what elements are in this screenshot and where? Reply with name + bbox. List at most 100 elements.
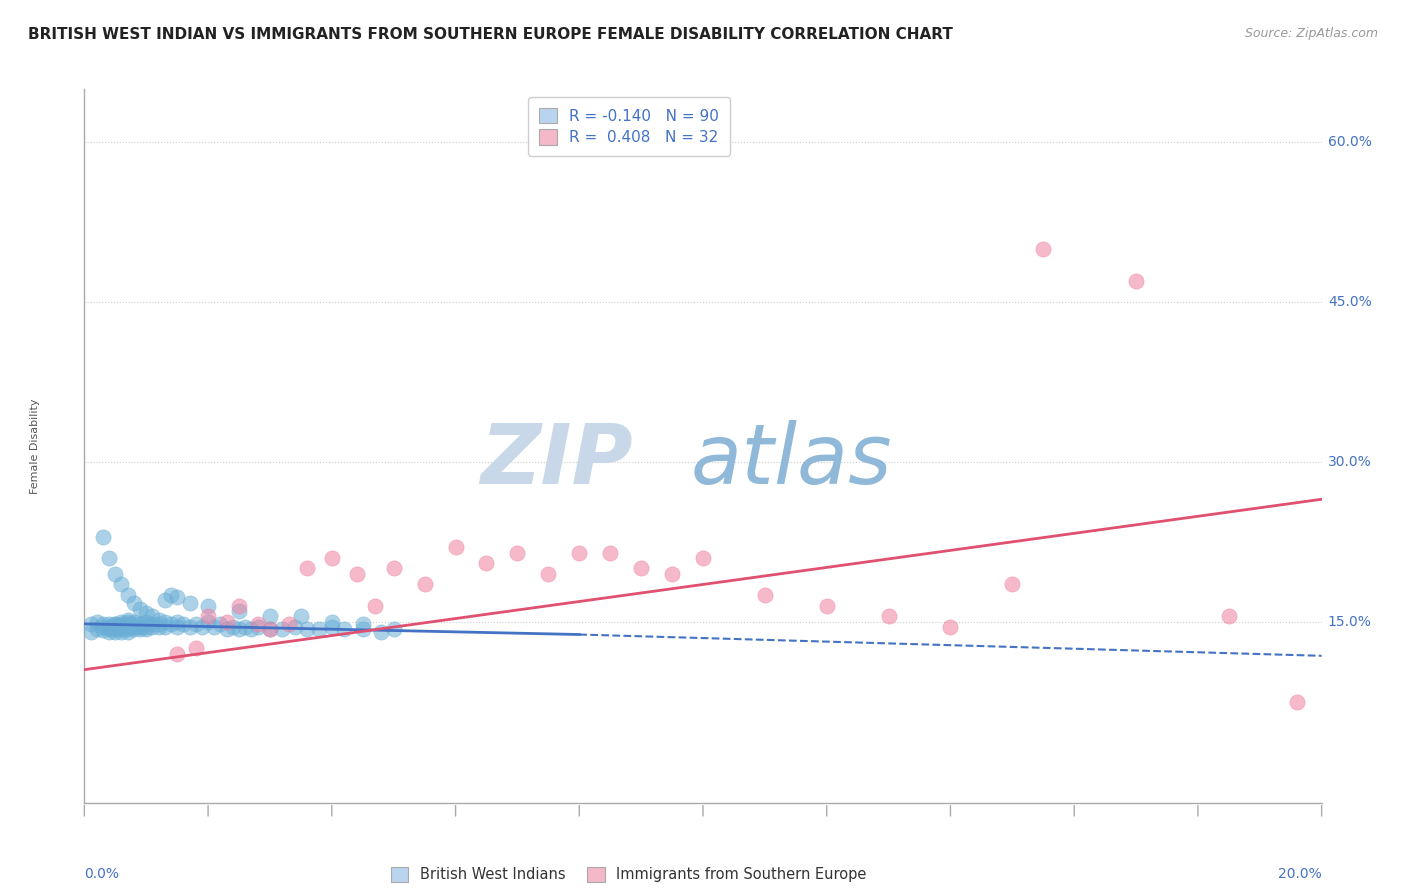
Point (939, 620, 962, 634)
Point (444, 540, 467, 554)
Point (1001, 577, 1024, 591)
Point (122, 620, 145, 634)
Point (160, 616, 183, 631)
Point (228, 599, 250, 613)
Point (215, 622, 238, 636)
Point (259, 622, 281, 636)
Text: 60.0%: 60.0% (1327, 136, 1372, 150)
Point (91, 620, 114, 634)
Point (98, 622, 121, 636)
Point (692, 550, 714, 565)
Point (599, 545, 621, 559)
Point (110, 577, 132, 591)
Point (122, 596, 145, 610)
Point (1218, 609, 1240, 624)
Point (271, 622, 294, 636)
Text: 20.0%: 20.0% (1278, 867, 1322, 880)
Point (191, 620, 214, 634)
Point (122, 615, 145, 629)
Point (110, 622, 132, 636)
Point (1125, 274, 1147, 288)
Point (215, 615, 238, 629)
Point (166, 647, 188, 661)
Point (98, 625, 121, 640)
Point (197, 615, 219, 629)
Point (104, 620, 127, 634)
Point (104, 616, 127, 631)
Point (246, 620, 269, 634)
Point (98, 616, 121, 631)
Point (197, 599, 219, 613)
Point (352, 622, 374, 636)
Point (122, 622, 145, 636)
Legend: British West Indians, Immigrants from Southern Europe: British West Indians, Immigrants from So… (385, 861, 873, 888)
Point (91, 624, 114, 638)
Point (308, 622, 330, 636)
Point (259, 622, 281, 636)
Point (117, 625, 139, 640)
Point (110, 616, 132, 631)
Point (148, 620, 170, 634)
Point (333, 622, 356, 636)
Point (141, 616, 163, 631)
Point (413, 577, 436, 591)
Point (184, 616, 207, 631)
Point (815, 599, 838, 613)
Point (148, 613, 170, 627)
Point (290, 609, 312, 624)
Point (202, 620, 225, 634)
Point (129, 616, 152, 631)
Text: 15.0%: 15.0% (1327, 615, 1372, 629)
Point (117, 615, 139, 629)
Point (79, 616, 101, 631)
Point (117, 616, 139, 631)
Point (382, 561, 405, 575)
Point (104, 622, 127, 636)
Point (117, 622, 139, 636)
Point (160, 588, 183, 602)
Point (506, 545, 529, 559)
Point (129, 622, 152, 636)
Point (91, 616, 114, 631)
Point (98, 620, 121, 634)
Text: 30.0%: 30.0% (1327, 455, 1372, 469)
Point (537, 566, 560, 581)
Point (110, 620, 132, 634)
Point (179, 620, 201, 634)
Point (104, 625, 127, 640)
Point (259, 609, 281, 624)
Point (110, 625, 132, 640)
Point (135, 616, 157, 631)
Point (1032, 242, 1054, 256)
Point (382, 622, 405, 636)
Point (135, 615, 157, 629)
Point (110, 615, 132, 629)
Text: atlas: atlas (690, 420, 893, 500)
Point (197, 609, 219, 624)
Point (284, 620, 307, 634)
Point (228, 604, 250, 618)
Point (141, 609, 163, 624)
Point (352, 616, 374, 631)
Point (321, 550, 343, 565)
Point (877, 609, 900, 624)
Point (233, 620, 256, 634)
Point (153, 615, 176, 629)
Point (153, 593, 176, 607)
Text: BRITISH WEST INDIAN VS IMMIGRANTS FROM SOUTHERN EUROPE FEMALE DISABILITY CORRELA: BRITISH WEST INDIAN VS IMMIGRANTS FROM S… (28, 27, 953, 42)
Point (117, 620, 139, 634)
Point (222, 620, 245, 634)
Point (153, 620, 176, 634)
Point (364, 599, 387, 613)
Point (135, 606, 157, 620)
Point (135, 622, 157, 636)
Point (184, 641, 207, 656)
Point (172, 616, 194, 631)
Point (295, 622, 318, 636)
Point (122, 616, 145, 631)
Point (117, 588, 139, 602)
Point (321, 615, 343, 629)
Point (91, 529, 114, 543)
Point (166, 615, 188, 629)
Point (104, 616, 127, 631)
